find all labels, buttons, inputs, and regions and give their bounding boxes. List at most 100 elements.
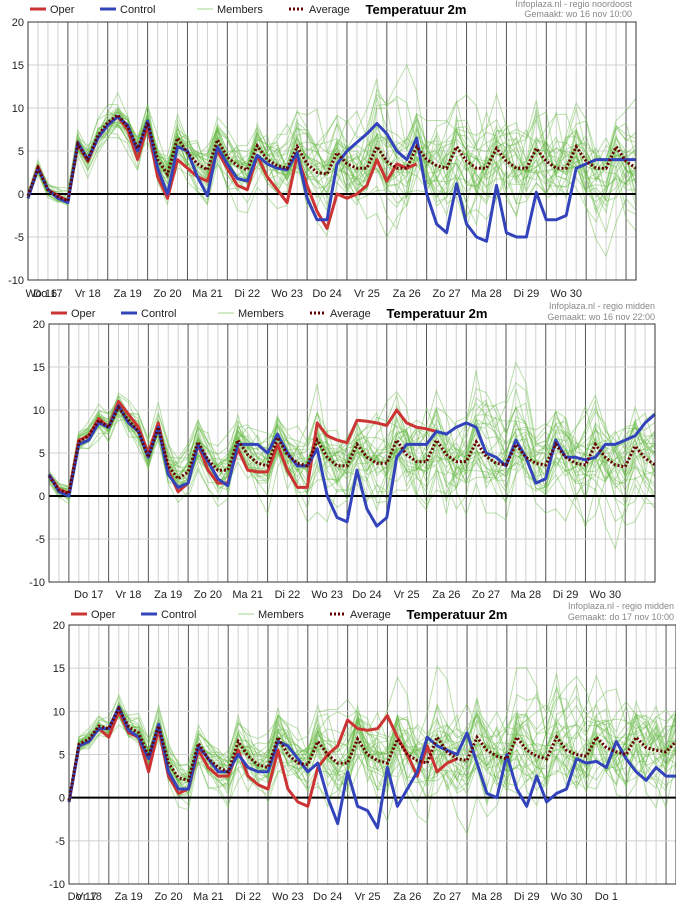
x-day-label: Di 29 [553,589,579,601]
x-day-label: Di 29 [514,288,540,300]
y-tick-label: -10 [29,577,45,589]
x-day-label: Do 24 [352,589,381,601]
y-tick-label: 20 [33,319,45,331]
chart-title: Temperatuur 2m [387,306,488,321]
legend-label-control: Control [120,4,155,16]
member-line [68,676,676,809]
x-day-label: Vr 18 [116,589,142,601]
x-day-label: Za 19 [114,288,142,300]
member-line [68,704,676,807]
chart-panel-2: -10 -5 0 5 10 15 20 Do 17 Vr 18 Za 19 Zo 20 Ma 21 Di… [29,301,656,601]
x-day-label: Ma 28 [511,589,542,601]
member-line [48,407,656,495]
x-day-label: Ma 21 [193,891,224,903]
legend-label-members: Members [217,4,263,16]
member-line [48,382,656,500]
x-day-label: Do 24 [312,288,341,300]
x-day-label: Zo 27 [433,891,461,903]
legend-label-members: Members [258,609,304,621]
plot-frame [27,21,637,281]
x-day-label: Za 26 [393,288,421,300]
y-tick-label: 0 [18,189,24,201]
x-day-label: Zo 27 [472,589,500,601]
y-tick-label: 10 [53,706,65,718]
member-line [27,107,637,205]
member-line [27,113,637,206]
member-line [68,704,676,804]
legend-label-members: Members [238,308,284,320]
y-tick-label: -10 [49,879,65,891]
legend-label-control: Control [141,308,176,320]
x-day-label: Zo 27 [433,288,461,300]
member-line [68,701,676,806]
member-line [68,665,676,810]
y-tick-label: 0 [39,491,45,503]
legend-label-average: Average [309,4,350,16]
y-tick-label: -10 [8,275,24,287]
y-tick-label: 15 [33,362,45,374]
x-day-label: Vr 18 [76,891,102,903]
y-tick-label: 5 [18,146,24,158]
x-day-label: Wo 30 [590,589,622,601]
member-line [27,110,637,234]
member-line [48,406,656,506]
y-tick-label: -5 [55,836,65,848]
member-line [68,712,676,803]
member-line [68,674,676,803]
x-day-label: Di 22 [234,288,260,300]
x-day-label: Vr 25 [394,589,420,601]
legend-label-oper: Oper [91,609,116,621]
y-tick-label: 20 [53,620,65,632]
y-tick-label: 10 [12,103,24,115]
made-note: Gemaakt: wo 16 nov 10:00 [524,9,632,19]
x-day-label: Do 17 [74,589,103,601]
made-note: Gemaakt: wo 16 nov 22:00 [547,312,655,322]
source-note: Infoplaza.nl - regio midden [568,601,674,611]
average-line [67,705,676,801]
member-line [27,91,637,258]
legend-label-oper: Oper [71,308,96,320]
x-day-label: Di 22 [235,891,261,903]
plot-frame [48,323,656,583]
x-day-label: Do 17 [33,288,62,300]
x-day-label: Do 1 [595,891,618,903]
legend-label-average: Average [350,609,391,621]
y-tick-label: 5 [59,750,65,762]
x-day-label: Za 19 [154,589,182,601]
x-day-label: Wo 23 [311,589,343,601]
y-tick-label: 15 [53,663,65,675]
member-line [68,683,676,806]
y-tick-label: 10 [33,405,45,417]
member-line [27,108,637,203]
x-day-label: Zo 20 [153,288,181,300]
plot-frame [68,624,676,885]
y-tick-label: 15 [12,60,24,72]
x-day-label: Wo 23 [271,288,303,300]
x-day-label: Za 26 [393,891,421,903]
member-line [48,401,656,501]
source-note: Infoplaza.nl - regio noordoost [515,0,632,9]
member-line [48,392,656,505]
member-line [68,704,676,804]
x-day-label: Di 29 [514,891,540,903]
x-day-label: Ma 28 [471,288,502,300]
y-tick-label: 5 [39,448,45,460]
x-day-label: Wo 30 [550,288,582,300]
x-day-label: Vr 25 [354,288,380,300]
x-day-label: Ma 21 [192,288,223,300]
x-day-label: Vr 25 [355,891,381,903]
source-note: Infoplaza.nl - regio midden [549,301,655,311]
x-day-label: Do 17 [68,891,97,903]
x-day-label: Vr 18 [75,288,101,300]
legend-label-average: Average [330,308,371,320]
y-tick-label: 20 [12,17,24,29]
made-note: Gemaakt: do 17 nov 10:00 [568,612,674,622]
chart-title: Temperatuur 2m [407,607,508,622]
x-day-label: Wo 23 [272,891,304,903]
x-day-label: Di 22 [275,589,301,601]
x-day-label: Wo 16 [25,288,57,300]
y-tick-label: -5 [14,232,24,244]
legend-label-oper: Oper [50,4,75,16]
x-day-label: Za 19 [115,891,143,903]
